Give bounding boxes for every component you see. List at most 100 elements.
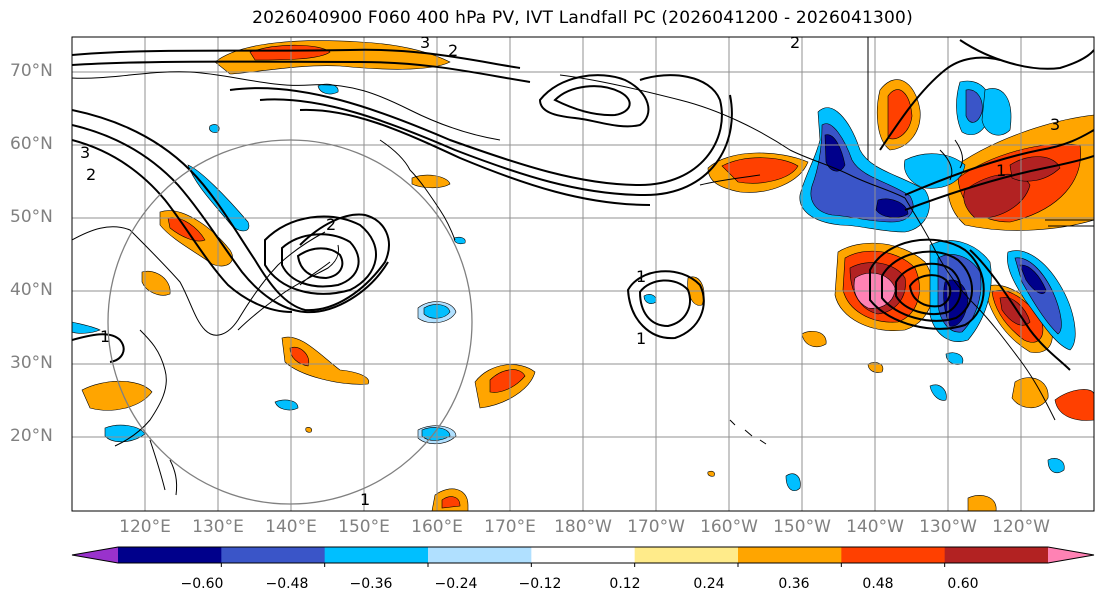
- pv-contour-jet-2: [259, 94, 733, 197]
- colorbar-segment: [841, 547, 946, 563]
- pv-contour-ridge-1: [879, 56, 1001, 151]
- anomaly-neg-ne-2: [981, 88, 1012, 136]
- lon-label: 120°E: [119, 517, 171, 537]
- colorbar-segment: [118, 547, 222, 563]
- colorbar-tick-label: 0.12: [609, 576, 641, 592]
- landfall-radius-circle: [107, 139, 473, 505]
- lat-label-20: 20°N: [10, 426, 53, 446]
- contour-label: 2: [790, 33, 800, 52]
- anomaly-sw-red: [1054, 389, 1094, 421]
- anomaly-pacific-red-2: [489, 369, 526, 393]
- pv-contour-ring-left: [264, 215, 377, 295]
- lon-label: 140°E: [265, 517, 317, 537]
- colorbar-segment: [324, 547, 429, 563]
- colorbar-tick-label: −0.48: [265, 576, 309, 592]
- anomaly-alaska-red: [721, 157, 799, 184]
- map-title: 2026040900 F060 400 hPa PV, IVT Landfall…: [252, 8, 913, 28]
- colorbar: [71, 546, 1095, 567]
- anomaly-ne-red: [887, 89, 913, 140]
- pv-contour-landfall-4: [908, 274, 952, 308]
- pv-contour-arctic-1: [72, 48, 521, 69]
- coastlines: [72, 37, 1094, 496]
- pv-contour-gyre: [538, 74, 650, 128]
- anomaly-neg-pacific-3: [274, 399, 299, 411]
- colorbar-segment: [738, 547, 842, 563]
- map-plot-area: 1 2 3 2 3 2 1 1 1 3 2 1: [72, 33, 1094, 511]
- anomaly-neg-west-2: [72, 321, 101, 334]
- contour-labels: 1 2 3 2 3 2 1 1 1 3 2 1: [80, 33, 1060, 509]
- colorbar-tick-label: 0.36: [778, 576, 810, 592]
- pv-contour-trough-1: [72, 109, 390, 312]
- contour-label: 3: [1050, 115, 1060, 134]
- pv-contour-jet-3: [299, 108, 651, 206]
- colorbar-segment: [428, 547, 532, 563]
- coast-alaska: [559, 74, 906, 199]
- lon-label: 130°W: [919, 517, 977, 537]
- lat-label-70: 70°N: [10, 61, 53, 81]
- lon-label: 170°E: [484, 517, 536, 537]
- pv-contour-trough-3: [72, 139, 293, 313]
- lon-label: 150°E: [338, 517, 390, 537]
- colorbar-tick-label: 0.24: [693, 576, 725, 592]
- coast-asia-east: [72, 226, 326, 447]
- contour-label: 1: [636, 267, 646, 286]
- anomaly-bc-darkred-2: [1009, 156, 1061, 182]
- coast-na-border: [867, 37, 1094, 227]
- colorbar-tick-label: −0.12: [518, 576, 562, 592]
- contour-label: 2: [448, 41, 458, 60]
- contour-label: 2: [326, 215, 336, 234]
- anomaly-small-orange-1: [801, 331, 827, 347]
- plot-frame: [71, 36, 1095, 512]
- anomaly-neg-small-3: [453, 236, 466, 245]
- colorbar-tick-label: −0.36: [349, 576, 393, 592]
- colorbar-outline: [71, 546, 1095, 564]
- pv-contour-landfall-3: [895, 262, 962, 315]
- pv-contour-ridge-3: [904, 155, 1094, 211]
- colorbar-extend-high: [1048, 547, 1094, 563]
- lon-label: 160°E: [411, 517, 463, 537]
- contour-label: 1: [996, 161, 1006, 180]
- pv-contour-ridge-2: [904, 129, 1094, 196]
- pv-contour-jet-1: [229, 74, 723, 187]
- lat-label-30: 30°N: [10, 353, 53, 373]
- pv-contour-ring-left-3: [296, 247, 344, 280]
- lat-label-40: 40°N: [10, 280, 53, 300]
- pv-contour-landfall-1: [869, 238, 985, 330]
- anomaly-neg-cal-dark: [1019, 264, 1047, 294]
- contour-label: 1: [360, 490, 370, 509]
- colorbar-extend-low: [72, 547, 118, 563]
- pv-contour-west: [72, 333, 125, 363]
- anomaly-sw-small: [967, 495, 997, 511]
- contour-label: 1: [636, 329, 646, 348]
- pv-contour-arctic-2: [72, 60, 531, 83]
- lat-label-50: 50°N: [10, 207, 53, 227]
- anomaly-pacific-red-1: [289, 346, 310, 367]
- pv-contours: [72, 39, 1094, 371]
- anomaly-tiny-orange-2: [305, 427, 312, 433]
- lon-label: 180°W: [554, 517, 612, 537]
- lon-label: 130°E: [192, 517, 244, 537]
- coast-siberia: [72, 71, 501, 141]
- anomaly-south-red: [441, 496, 461, 509]
- anomaly-neg-goa-dark-2: [875, 198, 909, 218]
- contour-label: 2: [86, 165, 96, 184]
- colorbar-tick-label: 0.48: [862, 576, 894, 592]
- anomaly-sakhalin-orange: [411, 174, 451, 189]
- pv-contour-low-pac-2: [638, 279, 691, 328]
- colorbar-tick-label: −0.24: [434, 576, 478, 592]
- anomaly-neg-small-4: [929, 384, 947, 401]
- colorbar-segment: [531, 547, 636, 563]
- anomaly-neg-small-2: [317, 83, 339, 95]
- anomaly-tiny-orange: [707, 470, 715, 477]
- anomaly-neg-small-6: [1047, 458, 1065, 473]
- pv-contour-landfall-2: [881, 250, 973, 322]
- pv-contour-gyre-2: [553, 85, 631, 117]
- colorbar-tick-label: 0.60: [947, 576, 979, 592]
- pv-contour-low-pac: [626, 270, 705, 340]
- pv-contour-ring-left-2: [281, 233, 360, 288]
- anomaly-west-orange: [81, 380, 153, 411]
- colorbar-segment: [221, 547, 326, 563]
- coast-hawaii: [729, 419, 767, 445]
- lon-label: 150°W: [773, 517, 831, 537]
